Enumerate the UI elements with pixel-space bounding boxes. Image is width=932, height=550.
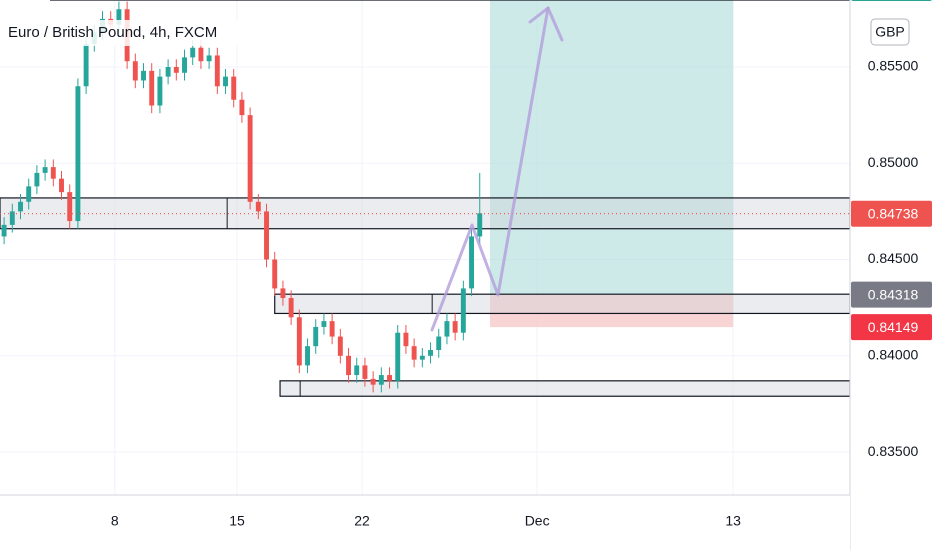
candle-body (452, 321, 458, 333)
profit-zone (489, 0, 734, 295)
candle-body (59, 178, 64, 193)
candle-body (313, 326, 319, 347)
title-backdrop (0, 20, 250, 46)
candle-body (444, 321, 450, 337)
candle-body (165, 67, 171, 77)
candle-body (305, 346, 310, 366)
price-tag-label: 0.84149 (868, 319, 919, 335)
x-tick-label: 15 (229, 513, 245, 529)
candle-body (411, 346, 417, 360)
candle-body (18, 201, 23, 212)
candle-body (321, 321, 327, 327)
price-tag-label: 0.84318 (868, 286, 919, 302)
y-tick-label: 0.85000 (868, 154, 919, 170)
candle-body (370, 378, 376, 385)
grid (0, 0, 850, 495)
candle-body (182, 57, 187, 73)
candle-body (329, 321, 335, 337)
candle-body (190, 47, 196, 58)
candle-body (116, 9, 122, 25)
projection-path (430, 6, 550, 332)
candle-body (231, 76, 237, 100)
x-tick-label: 22 (354, 513, 370, 529)
y-tick-label: 0.85500 (868, 58, 919, 74)
candle-body (132, 61, 138, 81)
support-resistance-zone (274, 293, 851, 315)
candle-body (75, 86, 81, 222)
candle-body (173, 67, 179, 73)
time-axis (0, 495, 850, 550)
candle-body (272, 259, 278, 289)
loss-zone (489, 294, 734, 328)
candle-body (239, 99, 245, 116)
candle-body (50, 167, 56, 179)
x-tick-label: Dec (525, 513, 550, 529)
candle-body (1, 224, 7, 237)
candle-body (436, 336, 442, 351)
candle-body (206, 55, 212, 62)
candle-body (198, 47, 204, 62)
candle-body (34, 172, 40, 187)
y-tick-label: 0.84000 (868, 347, 919, 363)
price-axis (850, 0, 932, 550)
x-tick-label: 13 (725, 513, 741, 529)
candle-body (247, 115, 253, 202)
x-tick-label: 8 (111, 513, 119, 529)
currency-button[interactable] (870, 18, 910, 46)
candle-body (296, 317, 302, 366)
candle-body (223, 76, 228, 87)
price-tag (851, 281, 932, 308)
candle-body (9, 211, 15, 225)
candle-body (42, 167, 48, 173)
candle-body (428, 350, 433, 356)
candle-body (378, 375, 384, 385)
candle-body (460, 288, 466, 333)
price-tag (851, 314, 932, 341)
support-resistance-zone (0, 197, 851, 230)
zones (0, 0, 851, 397)
candle-body (354, 365, 360, 376)
candle-body (419, 355, 425, 360)
candle-body (214, 55, 220, 87)
y-tick-label: 0.83500 (868, 443, 919, 459)
candle-body (469, 236, 474, 289)
candle-body (395, 332, 401, 381)
price-tag-label: 0.84738 (868, 205, 919, 221)
candle-body (141, 70, 146, 81)
price-tag (851, 200, 932, 227)
chart-title: Euro / British Pound, 4h, FXCM (8, 24, 217, 41)
axes: 0.83500 0.84000 0.84500 0.85000 0.85500 8 15 22… (111, 58, 919, 529)
candle-body (387, 375, 392, 381)
candle-body (337, 336, 343, 356)
candle-body (403, 332, 409, 347)
candle-body (255, 201, 261, 212)
candle-body (149, 70, 155, 106)
candle-body (362, 365, 368, 379)
projection-arrowhead (528, 6, 564, 42)
candle-body (288, 298, 294, 318)
candle-body (157, 76, 163, 106)
currency-label[interactable]: GBP (875, 24, 905, 40)
candle-body (26, 186, 32, 202)
price-tag (851, 0, 932, 1)
candle-body (264, 211, 269, 260)
candle-body (67, 192, 73, 222)
candle-body (346, 355, 351, 376)
support-resistance-zone (279, 380, 851, 397)
candle-body (83, 43, 89, 87)
y-tick-label: 0.84500 (868, 250, 919, 266)
candle-body (477, 213, 483, 237)
candle-body (280, 288, 286, 299)
